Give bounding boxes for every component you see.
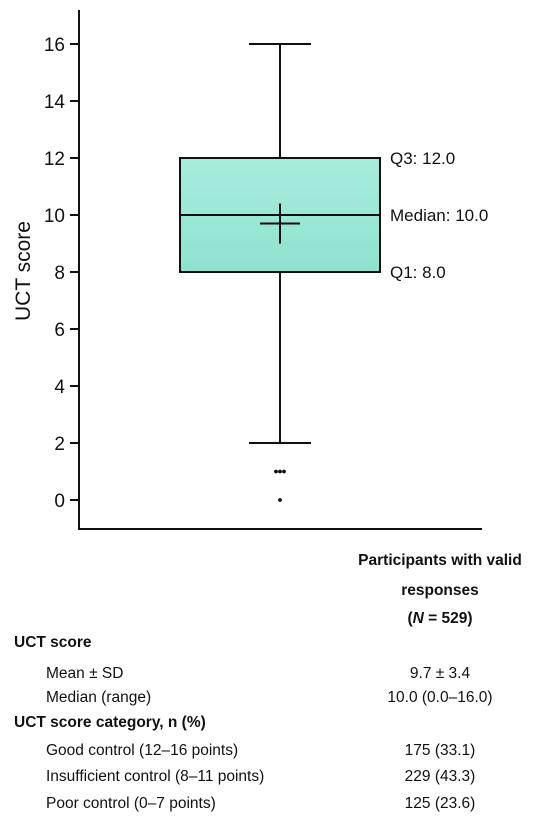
section-title-uct-score: UCT score	[14, 634, 92, 651]
y-axis-label: UCT score	[12, 221, 35, 321]
row-label-insufficient-control: Insufficient control (8–11 points)	[46, 768, 265, 785]
outlier-point	[274, 469, 278, 474]
n-value: = 529)	[423, 610, 473, 627]
box-marks	[179, 43, 381, 502]
median-annotation: Median: 10.0	[390, 206, 488, 225]
row-value-insufficient-control: 229 (43.3)	[404, 768, 476, 785]
row-value-mean-sd: 9.7 ± 3.4	[409, 665, 471, 682]
row-value-median-range: 10.0 (0.0–16.0)	[387, 689, 493, 706]
row-label-mean-sd: Mean ± SD	[46, 665, 124, 682]
y-tick-label: 10	[44, 206, 65, 227]
outlier-point	[278, 469, 282, 474]
row-value-good-control: 175 (33.1)	[404, 742, 476, 759]
y-tick-label: 0	[54, 491, 65, 512]
q3-annotation: Q3: 12.0	[390, 149, 455, 168]
row-label-poor-control: Poor control (0–7 points)	[46, 795, 216, 812]
outlier-point	[282, 469, 286, 474]
row-label-good-control: Good control (12–16 points)	[46, 742, 239, 759]
q1-annotation: Q1: 8.0	[390, 263, 446, 282]
box-plot: UCT score 0 2 4 6 8 10 12 14 16 Q3: 12.0 Median:…	[12, 10, 488, 530]
y-tick-label: 2	[54, 434, 65, 455]
y-tick-label: 14	[44, 92, 66, 113]
row-label-median-range: Median (range)	[46, 689, 152, 706]
column-header-line2: responses	[401, 582, 479, 599]
row-value-poor-control: 125 (23.6)	[404, 795, 476, 812]
n-open: (	[407, 610, 413, 627]
y-tick-label: 6	[54, 320, 65, 341]
column-header-line1: Participants with valid	[358, 552, 522, 569]
outlier-point	[278, 498, 282, 502]
y-tick-label: 12	[44, 149, 65, 170]
y-tick-label: 4	[54, 377, 65, 398]
section-title-uct-category: UCT score category, n (%)	[14, 714, 206, 731]
y-axis-ticks: 0 2 4 6 8 10 12 14 16	[44, 35, 79, 512]
n-symbol: N	[412, 610, 424, 627]
column-header-n: (N = 529)	[340, 606, 540, 632]
y-tick-label: 8	[54, 263, 65, 284]
y-tick-label: 16	[44, 35, 65, 56]
